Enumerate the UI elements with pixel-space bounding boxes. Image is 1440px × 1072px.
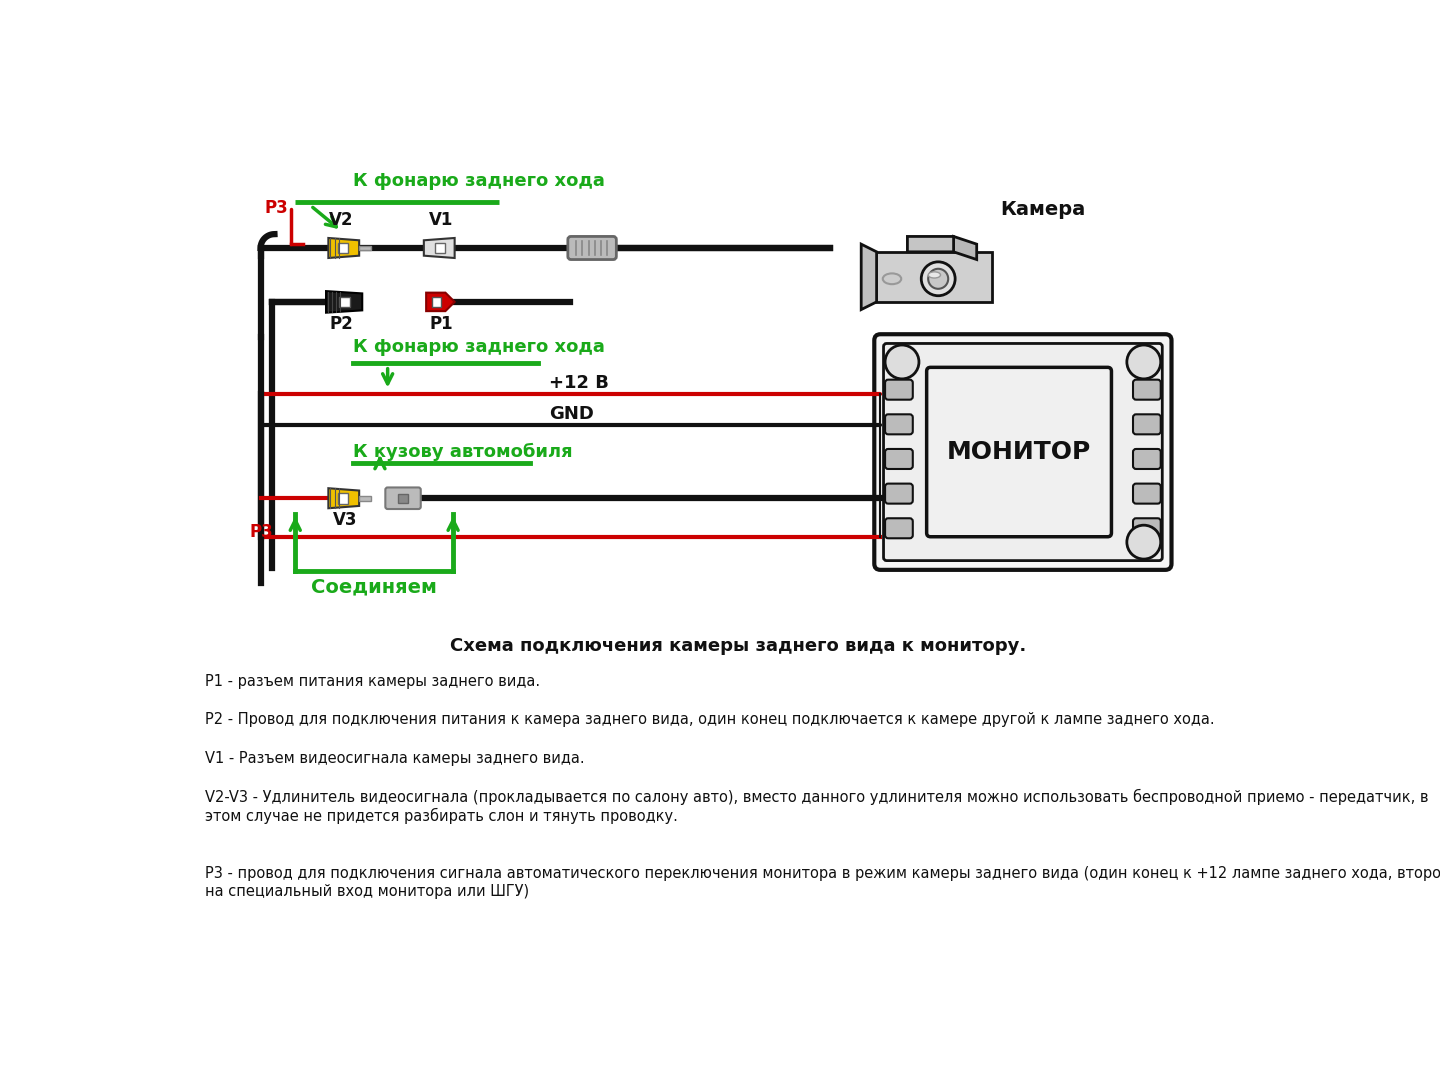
- Polygon shape: [861, 252, 992, 302]
- Polygon shape: [953, 237, 976, 259]
- FancyBboxPatch shape: [886, 518, 913, 538]
- Text: +12 В: +12 В: [549, 374, 609, 392]
- FancyBboxPatch shape: [1133, 379, 1161, 400]
- Bar: [397, 493, 409, 503]
- Ellipse shape: [929, 272, 940, 278]
- Text: К фонарю заднего хода: К фонарю заднего хода: [353, 173, 605, 190]
- FancyBboxPatch shape: [1133, 518, 1161, 538]
- Polygon shape: [907, 237, 962, 252]
- Circle shape: [1128, 345, 1161, 378]
- Text: Р3 - провод для подключения сигнала автоматического переключения монитора в режи: Р3 - провод для подключения сигнала авто…: [204, 866, 1440, 898]
- Text: МОНИТОР: МОНИТОР: [948, 440, 1092, 464]
- Bar: [432, 297, 441, 308]
- FancyBboxPatch shape: [886, 483, 913, 504]
- Polygon shape: [328, 488, 359, 508]
- Text: GND: GND: [549, 405, 595, 422]
- Polygon shape: [325, 292, 363, 313]
- Text: P3: P3: [249, 523, 272, 540]
- FancyBboxPatch shape: [874, 334, 1172, 570]
- Circle shape: [929, 269, 948, 288]
- Text: К фонарю заднего хода: К фонарю заднего хода: [353, 338, 605, 356]
- Text: Камера: Камера: [999, 200, 1086, 219]
- FancyBboxPatch shape: [567, 237, 616, 259]
- Text: V3: V3: [333, 511, 357, 530]
- Text: V2-V3 - Удлинитель видеосигнала (прокладывается по салону авто), вместо данного : V2-V3 - Удлинитель видеосигнала (проклад…: [204, 789, 1428, 824]
- Bar: [337, 242, 348, 253]
- FancyBboxPatch shape: [1133, 483, 1161, 504]
- FancyBboxPatch shape: [886, 449, 913, 468]
- FancyBboxPatch shape: [386, 488, 420, 509]
- Text: V1: V1: [429, 211, 454, 229]
- FancyBboxPatch shape: [1133, 449, 1161, 468]
- Circle shape: [1128, 525, 1161, 560]
- FancyBboxPatch shape: [884, 343, 1162, 561]
- FancyBboxPatch shape: [1133, 414, 1161, 434]
- Ellipse shape: [883, 273, 901, 284]
- Text: V2: V2: [330, 211, 354, 229]
- Text: P1: P1: [429, 315, 454, 332]
- FancyBboxPatch shape: [927, 368, 1112, 537]
- Text: P3: P3: [264, 199, 288, 218]
- Text: V1 - Разъем видеосигнала камеры заднего вида.: V1 - Разъем видеосигнала камеры заднего …: [204, 750, 585, 765]
- Polygon shape: [328, 238, 359, 258]
- Bar: [337, 493, 348, 504]
- Text: P2: P2: [330, 315, 353, 332]
- Text: P2 - Провод для подключения питания к камера заднего вида, один конец подключает: P2 - Провод для подключения питания к ка…: [204, 712, 1215, 727]
- Text: P1 - разъем питания камеры заднего вида.: P1 - разъем питания камеры заднего вида.: [204, 674, 540, 689]
- Bar: [340, 297, 350, 308]
- Text: К кузову автомобиля: К кузову автомобиля: [353, 443, 573, 461]
- Bar: [359, 245, 372, 250]
- Bar: [359, 496, 372, 501]
- Circle shape: [886, 345, 919, 378]
- FancyBboxPatch shape: [886, 379, 913, 400]
- Bar: [435, 242, 445, 253]
- Text: Схема подключения камеры заднего вида к монитору.: Схема подключения камеры заднего вида к …: [449, 637, 1027, 655]
- Text: Соединяем: Соединяем: [311, 578, 436, 597]
- Polygon shape: [423, 238, 455, 258]
- Circle shape: [922, 262, 955, 296]
- Polygon shape: [426, 293, 455, 311]
- FancyBboxPatch shape: [886, 414, 913, 434]
- Polygon shape: [861, 244, 877, 310]
